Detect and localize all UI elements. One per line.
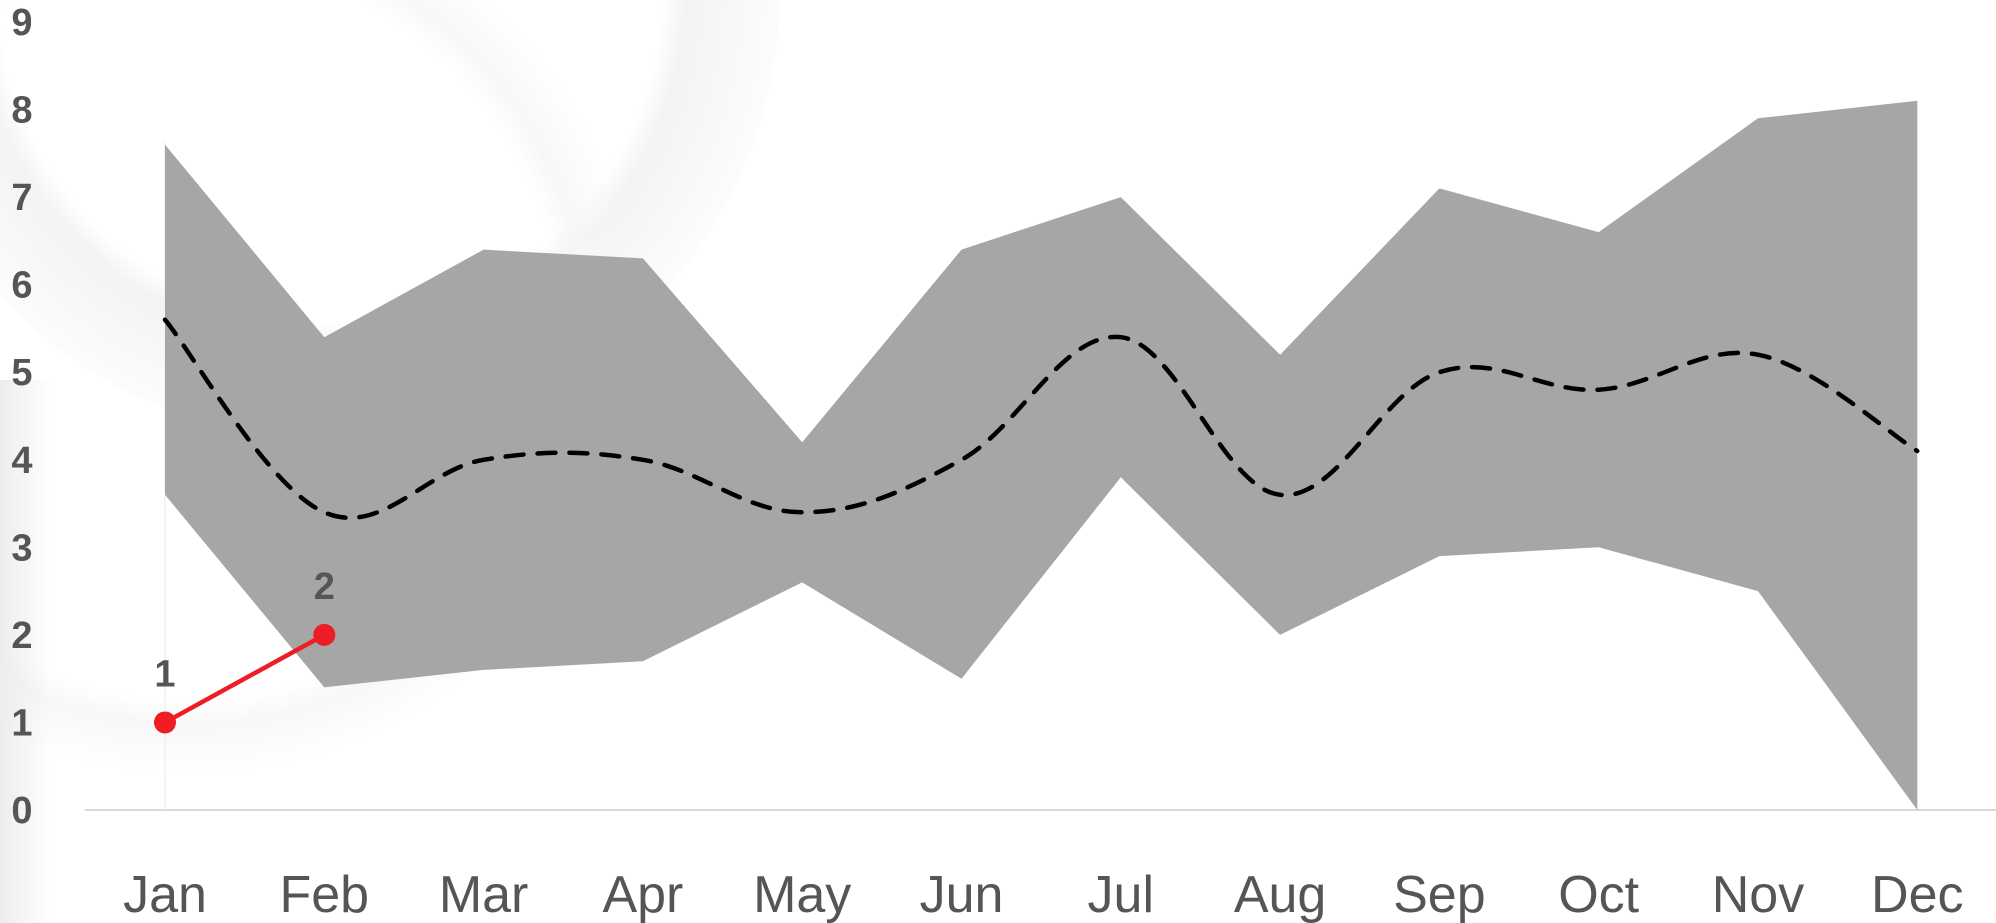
range-band-layer (165, 100, 1918, 811)
actual-data-label: 1 (154, 653, 175, 695)
x-tick-label: Jun (920, 866, 1004, 923)
y-tick-label: 9 (11, 2, 32, 44)
actual-series-line (163, 632, 326, 725)
y-tick-label: 6 (11, 265, 32, 307)
x-tick-label: Dec (1871, 866, 1963, 923)
x-tick-label: May (753, 866, 851, 923)
x-tick-label: Jul (1088, 866, 1154, 923)
range-band-area (165, 100, 1918, 811)
y-tick-label: 4 (11, 440, 32, 482)
y-tick-label: 3 (11, 527, 32, 569)
y-tick-label: 2 (11, 615, 32, 657)
y-tick-label: 1 (11, 702, 32, 744)
x-axis-ticks: Jan Feb Mar Apr May Jun Jul Aug Sep Oct Nov Dec (123, 866, 1963, 923)
x-tick-label: Apr (602, 866, 683, 923)
x-tick-label: Jan (123, 866, 207, 923)
x-tick-label: Sep (1393, 866, 1486, 923)
y-tick-label: 0 (11, 790, 32, 832)
actual-series-layer: 12 (154, 566, 336, 734)
x-tick-label: Nov (1712, 866, 1804, 923)
x-tick-label: Mar (439, 866, 529, 923)
actual-data-label: 2 (314, 566, 335, 608)
average-dashed-line (162, 317, 1920, 521)
y-tick-label: 7 (11, 177, 32, 219)
x-tick-label: Feb (279, 866, 369, 923)
y-axis-ticks: 0 1 2 3 4 5 6 7 8 9 (11, 2, 32, 832)
y-tick-label: 5 (11, 352, 32, 394)
x-tick-label: Oct (1558, 866, 1639, 923)
actual-data-point (154, 711, 176, 734)
average-line-layer (162, 317, 1920, 521)
y-tick-label: 8 (11, 90, 32, 132)
x-tick-label: Aug (1234, 866, 1327, 923)
actual-data-point (313, 623, 336, 646)
